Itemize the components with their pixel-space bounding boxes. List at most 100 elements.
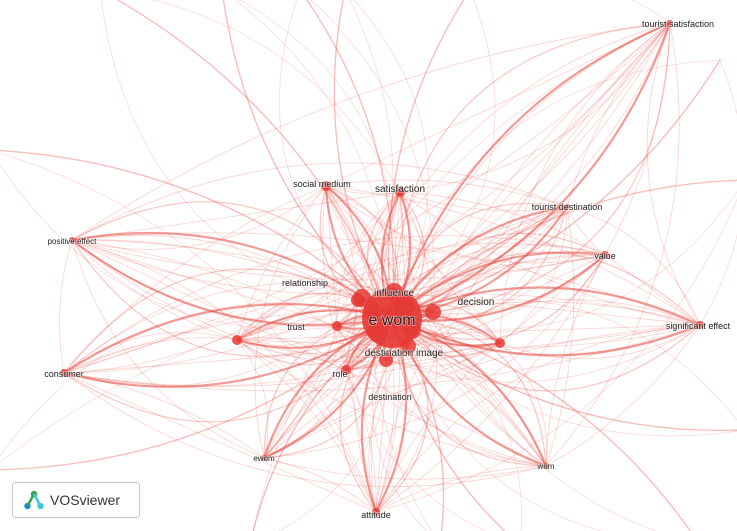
hub-cluster-node [363,304,379,320]
node-decision[interactable] [425,304,441,320]
node-ewom2[interactable] [261,455,267,461]
network-edge [0,152,377,513]
network-edge [252,22,671,531]
network-edge [385,324,701,383]
network-edge [236,339,377,513]
network-edge [391,22,671,319]
network-edge [263,457,547,480]
network-edge [499,254,606,344]
node-satisfaction[interactable] [395,187,405,197]
network-edge [432,254,606,315]
node-significant-effect[interactable] [696,321,704,329]
network-edge [499,206,568,344]
network-edge [100,0,393,319]
network-edge [63,235,606,374]
network-edge [370,359,387,513]
network-edge [391,251,701,326]
network-edge [391,299,737,421]
node-hub-a[interactable] [232,335,242,345]
network-edge [432,22,671,313]
node-attitude[interactable] [372,508,380,516]
node-destination-image[interactable] [400,338,416,354]
network-edge [71,239,359,301]
network-edge [432,206,568,313]
network-edge [236,22,671,341]
network-edge [310,0,435,313]
node-tourist-destination[interactable] [564,204,570,210]
network-edge [71,239,338,327]
network-edge [325,185,395,293]
network-edge [236,339,547,467]
network-edge [306,0,395,319]
network-edge [278,0,393,319]
network-edge [71,201,393,319]
network-edge [325,185,401,195]
network-edge [63,345,409,374]
network-edge [263,299,359,459]
network-edge [545,324,701,467]
network-edge [336,191,401,327]
network-edge [63,282,395,374]
network-edge [325,179,568,208]
network-edge [393,22,671,293]
network-edge [391,317,547,467]
node-trust[interactable] [332,321,342,331]
network-edge [375,22,671,513]
network-edge [407,333,501,347]
network-edge [325,185,701,326]
network-edge [630,0,671,24]
network-edge [63,191,401,374]
network-edge [375,324,701,513]
network-edge [357,191,401,301]
network-edge [63,324,701,392]
network-edge [71,239,347,371]
network-edge [222,0,393,319]
label-social-medium: social medium [293,179,351,189]
node-value[interactable] [601,251,609,259]
network-edge [604,22,671,256]
network-edge [151,0,401,193]
network-edge [63,332,238,374]
network-edge [234,0,393,319]
network-edge [63,372,547,488]
network-edge [545,206,575,467]
network-edge [71,239,387,361]
node-positive-effect[interactable] [69,237,75,243]
network-edge [325,185,338,327]
network-edge [59,239,73,374]
network-edge [0,149,393,319]
network-edge [407,254,606,347]
network-edge [499,324,701,360]
network-edge [391,232,606,319]
network-edge [263,317,393,459]
node-wom[interactable] [543,463,549,469]
node-role[interactable] [341,365,351,375]
node-tourist-satisfaction[interactable] [667,20,673,26]
node-destination[interactable] [379,353,393,367]
node-layer [60,20,704,516]
network-edge [263,342,501,459]
network-edge [71,239,547,467]
node-consumer[interactable] [60,369,68,377]
network-edge [254,185,327,459]
node-hub-b[interactable] [495,338,505,348]
network-edge [345,369,487,531]
network-edge [336,325,501,347]
network-edge [391,22,671,319]
network-edge [63,342,501,387]
network-edge [325,22,671,187]
network-edge [345,342,501,371]
network-edge [391,317,737,437]
network-edge [71,239,395,295]
network-edge [393,191,410,293]
network-edge [375,206,568,513]
network-edge [63,372,377,513]
network-edge [236,339,387,363]
node-social-medium[interactable] [321,181,331,191]
network-edge [236,339,501,358]
network-edge [63,372,265,459]
network-edge [391,317,701,392]
network-edge [399,191,434,313]
